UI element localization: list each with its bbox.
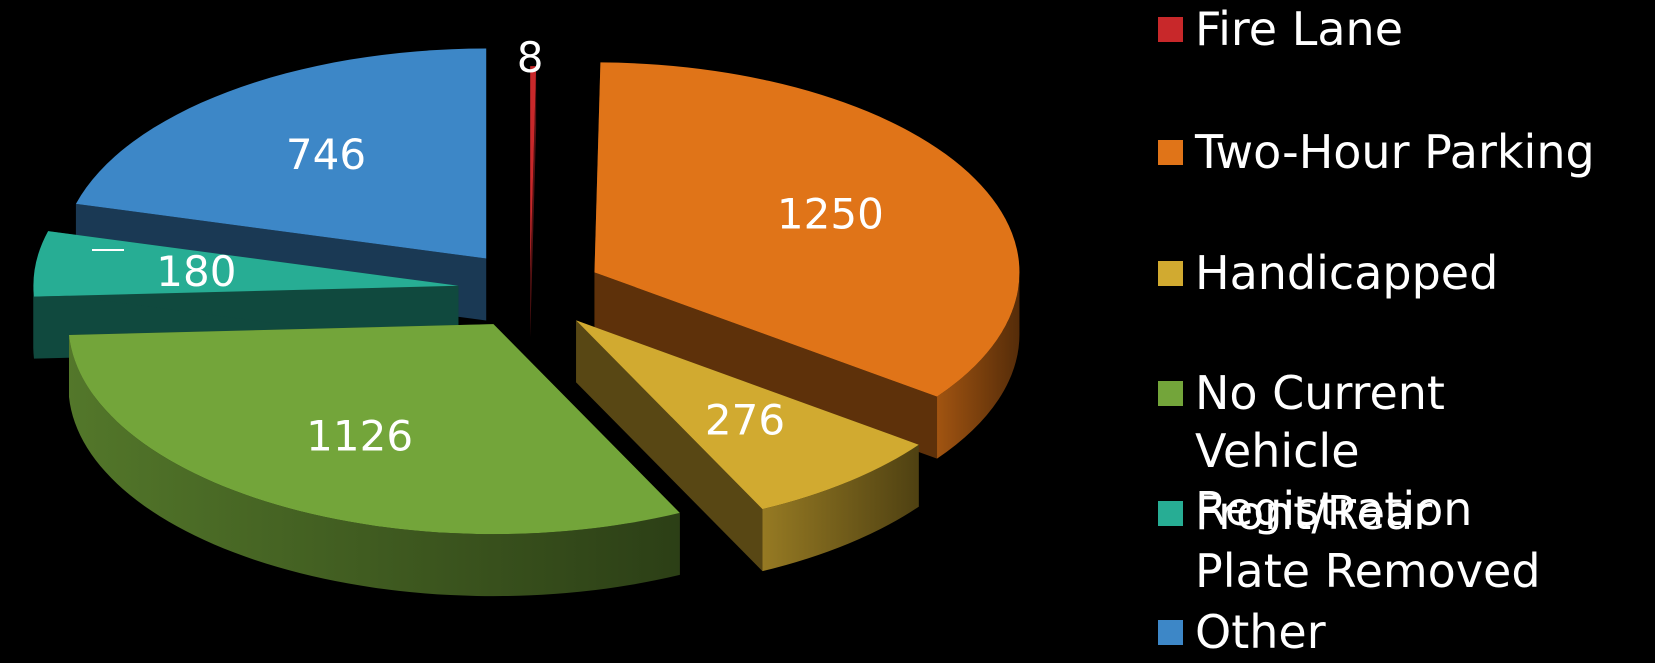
legend-swatch: [1158, 620, 1183, 645]
legend-swatch: [1158, 17, 1183, 42]
legend-item-no-current-registration: No Current Vehicle Registration: [1158, 364, 1598, 538]
legend-label: Handicapped: [1195, 246, 1499, 300]
data-label-fire-lane: 8: [517, 33, 544, 82]
slice-top: [69, 324, 680, 535]
pie-slice-two-hour-parking: [594, 62, 1020, 459]
data-label-other: 746: [286, 130, 366, 179]
legend-label: Other: [1195, 605, 1326, 659]
pie-slice-fire-lane: [530, 66, 537, 339]
data-label-front-rear-plate-removed: 180: [156, 247, 236, 296]
legend-swatch: [1158, 501, 1183, 526]
slice-top: [33, 231, 459, 297]
legend-item-fire-lane: Fire Lane: [1158, 0, 1403, 58]
slice-top: [530, 66, 537, 277]
data-label-handicapped: 276: [705, 395, 785, 444]
legend-label: Front/Rear Plate Removed: [1195, 486, 1541, 598]
slice-wall: [594, 272, 938, 459]
slice-outer-wall: [937, 272, 1020, 459]
legend-swatch: [1158, 381, 1183, 406]
slice-wall: [576, 320, 763, 572]
legend-item-other: Other: [1158, 603, 1326, 661]
pie-slice-no-current-vehicle-registration: [69, 324, 680, 597]
legend-item-handicapped: Handicapped: [1158, 244, 1498, 302]
legend-item-front-rear-plate: Front/Rear Plate Removed: [1158, 484, 1558, 600]
legend-label: Fire Lane: [1195, 2, 1403, 56]
legend-label: Two-Hour Parking: [1195, 125, 1595, 179]
legend-swatch: [1158, 261, 1183, 286]
pie-slice-handicapped: [576, 320, 919, 572]
legend-label: No Current Vehicle Registration: [1195, 366, 1473, 536]
slice-outer-wall: [33, 285, 34, 359]
slice-outer-wall: [762, 444, 919, 572]
slice-top: [594, 62, 1020, 397]
slice-top: [576, 320, 919, 510]
legend-item-two-hour-parking: Two-Hour Parking: [1158, 123, 1595, 181]
slice-wall: [530, 66, 537, 339]
slice-outer-wall: [69, 334, 680, 597]
data-label-two-hour-parking: 1250: [777, 189, 884, 238]
data-label-no-current-vehicle-registration: 1126: [306, 411, 413, 460]
slice-top: [75, 48, 487, 259]
legend-swatch: [1158, 140, 1183, 165]
pie-chart: 8 1250 276 1126 180 746: [33, 33, 1020, 597]
